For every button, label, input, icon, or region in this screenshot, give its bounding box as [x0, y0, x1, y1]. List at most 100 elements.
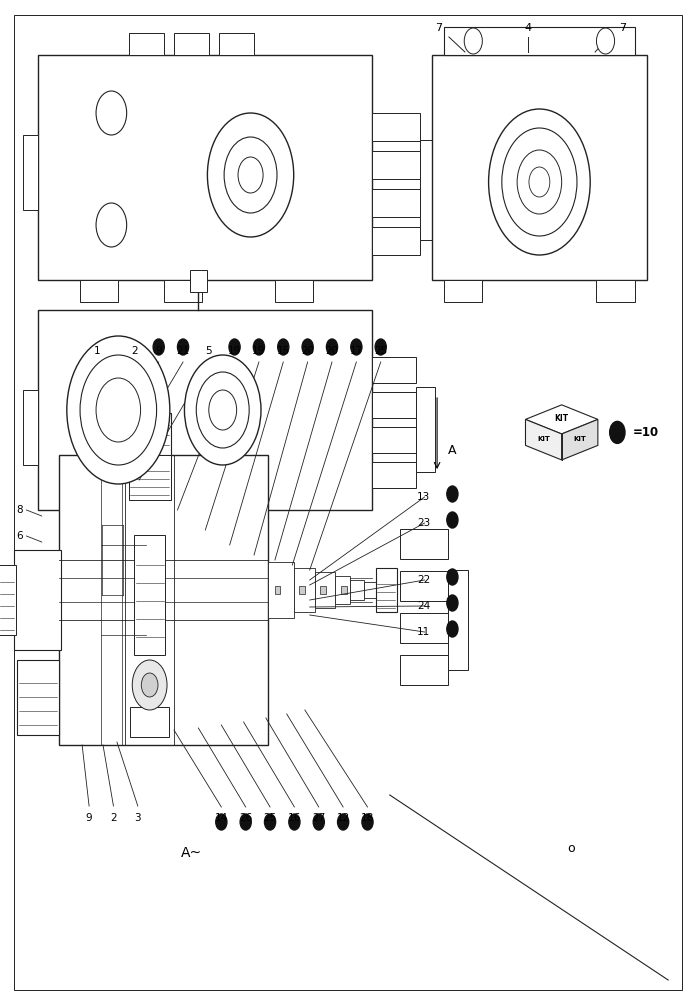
Text: 2: 2 [131, 346, 138, 356]
Circle shape [196, 372, 249, 448]
Text: 15: 15 [276, 346, 290, 356]
Text: 7: 7 [619, 23, 626, 33]
Text: o: o [567, 842, 574, 854]
Text: 19: 19 [228, 346, 242, 356]
Bar [134, 535, 165, 655]
Text: 16: 16 [287, 813, 301, 823]
Bar [372, 151, 420, 179]
Circle shape [502, 128, 577, 236]
Circle shape [132, 660, 167, 710]
Circle shape [141, 673, 158, 697]
Bar [130, 707, 169, 737]
Circle shape [264, 814, 276, 830]
Text: A: A [448, 444, 456, 456]
Bar [59, 455, 268, 745]
Bar [129, 455, 171, 500]
Bar [174, 33, 209, 55]
Polygon shape [562, 419, 598, 460]
Circle shape [517, 150, 562, 214]
Circle shape [302, 339, 313, 355]
Circle shape [447, 512, 458, 528]
Text: 21: 21 [176, 346, 190, 356]
Bar [59, 560, 101, 620]
Text: 25: 25 [374, 346, 388, 356]
Bar [364, 582, 377, 598]
Circle shape [278, 339, 289, 355]
Text: KIT: KIT [555, 414, 569, 423]
Bar [80, 280, 118, 302]
Bar [420, 140, 441, 240]
Bar [320, 586, 326, 594]
Text: =10: =10 [633, 426, 659, 439]
Bar [400, 529, 448, 559]
Circle shape [375, 339, 386, 355]
Text: A~: A~ [181, 846, 202, 860]
Polygon shape [525, 405, 598, 434]
Text: 1: 1 [94, 346, 101, 356]
Text: 4: 4 [524, 23, 531, 33]
Bar [400, 571, 448, 601]
Bar [14, 550, 61, 650]
Circle shape [447, 621, 458, 637]
Text: 12: 12 [336, 813, 350, 823]
Bar [315, 572, 335, 608]
Bar [400, 613, 448, 643]
Bar [294, 568, 315, 612]
Bar [372, 357, 416, 383]
Text: 11: 11 [417, 627, 430, 637]
Circle shape [238, 157, 263, 193]
Circle shape [447, 569, 458, 585]
Bar [275, 586, 280, 594]
Text: 22: 22 [417, 575, 430, 585]
Circle shape [240, 814, 251, 830]
Circle shape [229, 339, 240, 355]
Circle shape [184, 355, 261, 465]
Circle shape [209, 390, 237, 430]
Bar [232, 145, 269, 205]
Circle shape [224, 137, 277, 213]
Text: 20: 20 [301, 346, 314, 356]
Text: KIT: KIT [574, 436, 586, 442]
Bar [125, 560, 150, 620]
Bar [335, 576, 350, 604]
Bar [38, 310, 372, 510]
Bar [147, 387, 157, 405]
Text: 7: 7 [435, 23, 442, 33]
Bar [190, 270, 207, 292]
Circle shape [351, 339, 362, 355]
Bar [23, 135, 38, 210]
Bar [400, 655, 448, 685]
Text: 13: 13 [417, 492, 430, 502]
Circle shape [596, 28, 615, 54]
Text: 26: 26 [239, 813, 253, 823]
Circle shape [96, 378, 141, 442]
Bar [268, 562, 294, 618]
Bar [136, 413, 171, 455]
Bar [596, 280, 635, 302]
Bar [448, 570, 468, 670]
Circle shape [96, 91, 127, 135]
Bar [23, 390, 38, 465]
Text: 6: 6 [16, 531, 23, 541]
Circle shape [326, 339, 338, 355]
Bar [164, 280, 202, 302]
Bar [372, 189, 420, 217]
Circle shape [253, 339, 264, 355]
Circle shape [289, 814, 300, 830]
Bar [444, 280, 482, 302]
Circle shape [447, 486, 458, 502]
Bar [341, 586, 347, 594]
Bar [350, 580, 364, 600]
Circle shape [529, 167, 550, 197]
Circle shape [464, 28, 482, 54]
Circle shape [207, 113, 294, 237]
Text: 9: 9 [155, 346, 162, 356]
Bar [372, 427, 416, 453]
Bar [17, 660, 59, 735]
Circle shape [362, 814, 373, 830]
Bar [444, 27, 635, 55]
Bar [416, 387, 435, 472]
Bar [299, 586, 305, 594]
Circle shape [338, 814, 349, 830]
Bar [38, 55, 372, 280]
